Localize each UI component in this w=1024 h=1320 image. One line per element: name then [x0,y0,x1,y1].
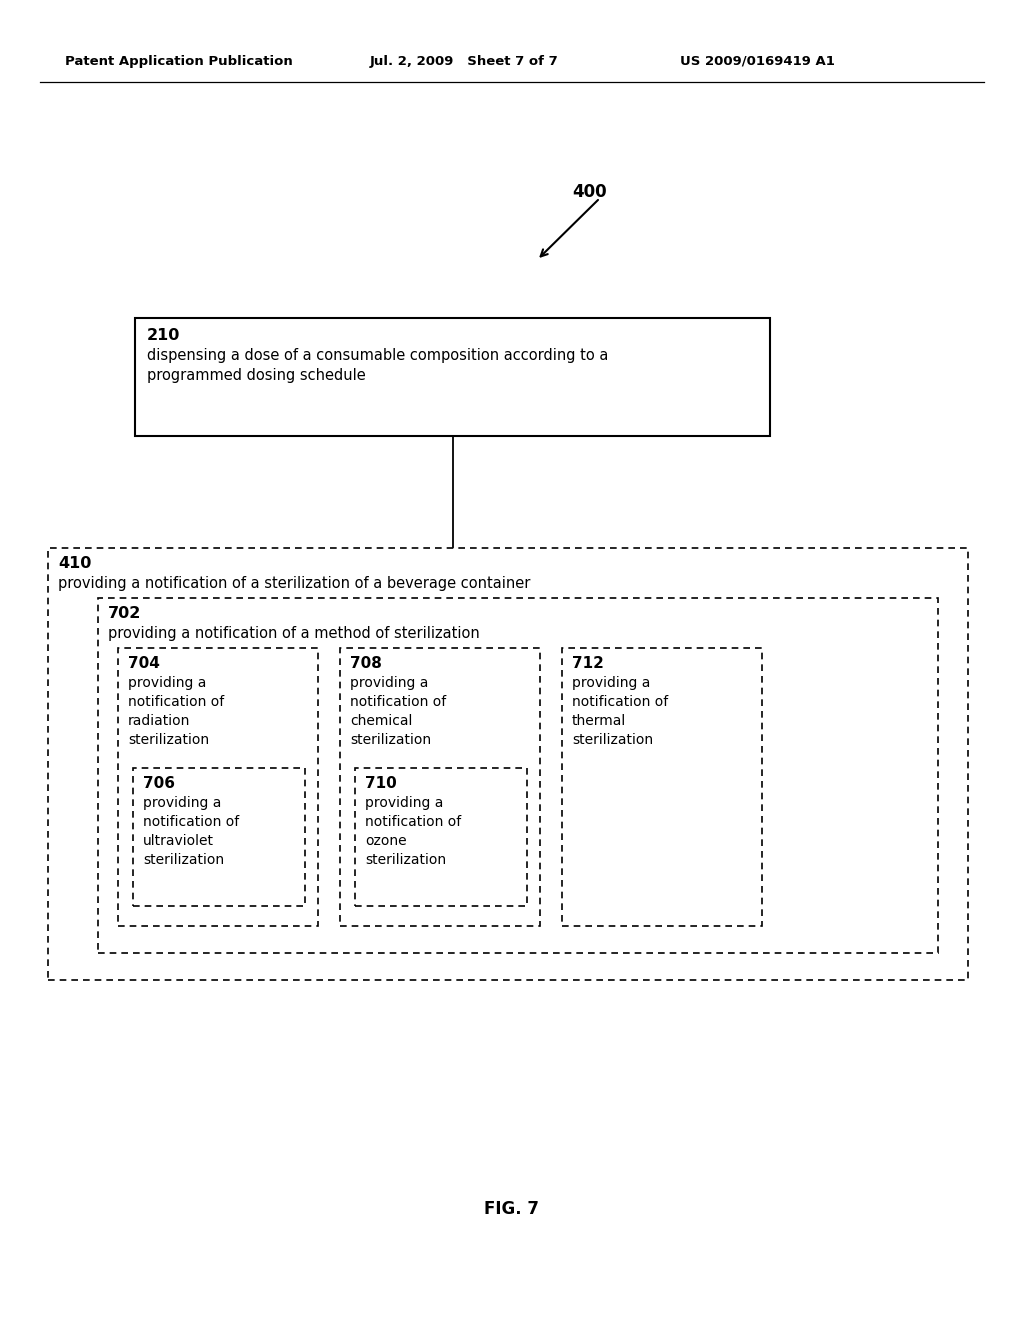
Text: 704: 704 [128,656,160,671]
Bar [48,548,968,979]
Text: providing a notification of a sterilization of a beverage container: providing a notification of a sterilizat… [58,576,530,591]
Bar [135,318,770,436]
Text: 710: 710 [365,776,396,791]
Text: Patent Application Publication: Patent Application Publication [65,55,293,69]
Text: US 2009/0169419 A1: US 2009/0169419 A1 [680,55,835,69]
Text: Jul. 2, 2009   Sheet 7 of 7: Jul. 2, 2009 Sheet 7 of 7 [370,55,559,69]
Text: providing a
notification of
thermal
sterilization: providing a notification of thermal ster… [572,676,669,747]
Text: 400: 400 [572,183,606,201]
Text: providing a notification of a method of sterilization: providing a notification of a method of … [108,626,480,642]
Text: providing a
notification of
radiation
sterilization: providing a notification of radiation st… [128,676,224,747]
Text: providing a
notification of
chemical
sterilization: providing a notification of chemical ste… [350,676,446,747]
Text: FIG. 7: FIG. 7 [484,1200,540,1218]
Text: 708: 708 [350,656,382,671]
Text: 410: 410 [58,556,91,572]
Bar [98,598,938,953]
Bar [133,768,305,906]
Text: providing a
notification of
ozone
sterilization: providing a notification of ozone steril… [365,796,461,867]
Bar [355,768,527,906]
Text: 702: 702 [108,606,141,620]
Text: 210: 210 [147,327,180,343]
Bar [340,648,540,927]
Text: 706: 706 [143,776,175,791]
Bar [562,648,762,927]
Bar [118,648,318,927]
Text: dispensing a dose of a consumable composition according to a
programmed dosing s: dispensing a dose of a consumable compos… [147,348,608,383]
Text: 712: 712 [572,656,604,671]
Text: providing a
notification of
ultraviolet
sterilization: providing a notification of ultraviolet … [143,796,240,867]
